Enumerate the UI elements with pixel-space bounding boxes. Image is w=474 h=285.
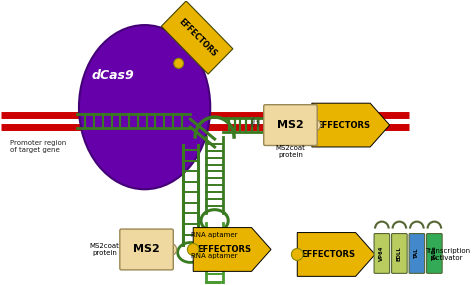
Text: EFFECTORS: EFFECTORS [197, 245, 251, 254]
Text: EFFECTORS: EFFECTORS [301, 250, 356, 259]
Ellipse shape [309, 119, 320, 131]
FancyBboxPatch shape [427, 233, 442, 273]
Text: EFFECTORS: EFFECTORS [316, 121, 370, 130]
Ellipse shape [165, 243, 177, 255]
Polygon shape [193, 228, 271, 271]
FancyBboxPatch shape [392, 233, 407, 273]
Text: MS2: MS2 [133, 245, 160, 255]
Text: RNA aptamer: RNA aptamer [191, 231, 238, 238]
Text: VP64: VP64 [379, 246, 384, 261]
FancyBboxPatch shape [120, 229, 173, 270]
Ellipse shape [79, 25, 210, 189]
FancyBboxPatch shape [374, 233, 390, 273]
Polygon shape [161, 1, 233, 74]
FancyBboxPatch shape [264, 105, 317, 145]
Polygon shape [297, 233, 375, 276]
Text: TADs: TADs [432, 246, 437, 261]
Text: dCas9: dCas9 [91, 69, 134, 82]
FancyBboxPatch shape [409, 233, 425, 273]
Text: MS2coat
protein: MS2coat protein [275, 145, 305, 158]
Text: RNA
apt.: RNA apt. [251, 116, 262, 126]
Text: EFFECTORS: EFFECTORS [176, 17, 218, 58]
Ellipse shape [187, 243, 199, 255]
Ellipse shape [292, 249, 303, 260]
Text: Promoter region
of target gene: Promoter region of target gene [10, 141, 67, 154]
Text: MS2: MS2 [277, 120, 304, 130]
Text: EDLL: EDLL [397, 246, 402, 261]
Text: RNA aptamer: RNA aptamer [191, 253, 238, 259]
Circle shape [174, 58, 183, 68]
Text: TAL: TAL [414, 248, 419, 259]
Polygon shape [312, 103, 390, 147]
Text: Transcription
Activator: Transcription Activator [426, 248, 471, 261]
Text: MS2coat
protein: MS2coat protein [90, 243, 119, 256]
